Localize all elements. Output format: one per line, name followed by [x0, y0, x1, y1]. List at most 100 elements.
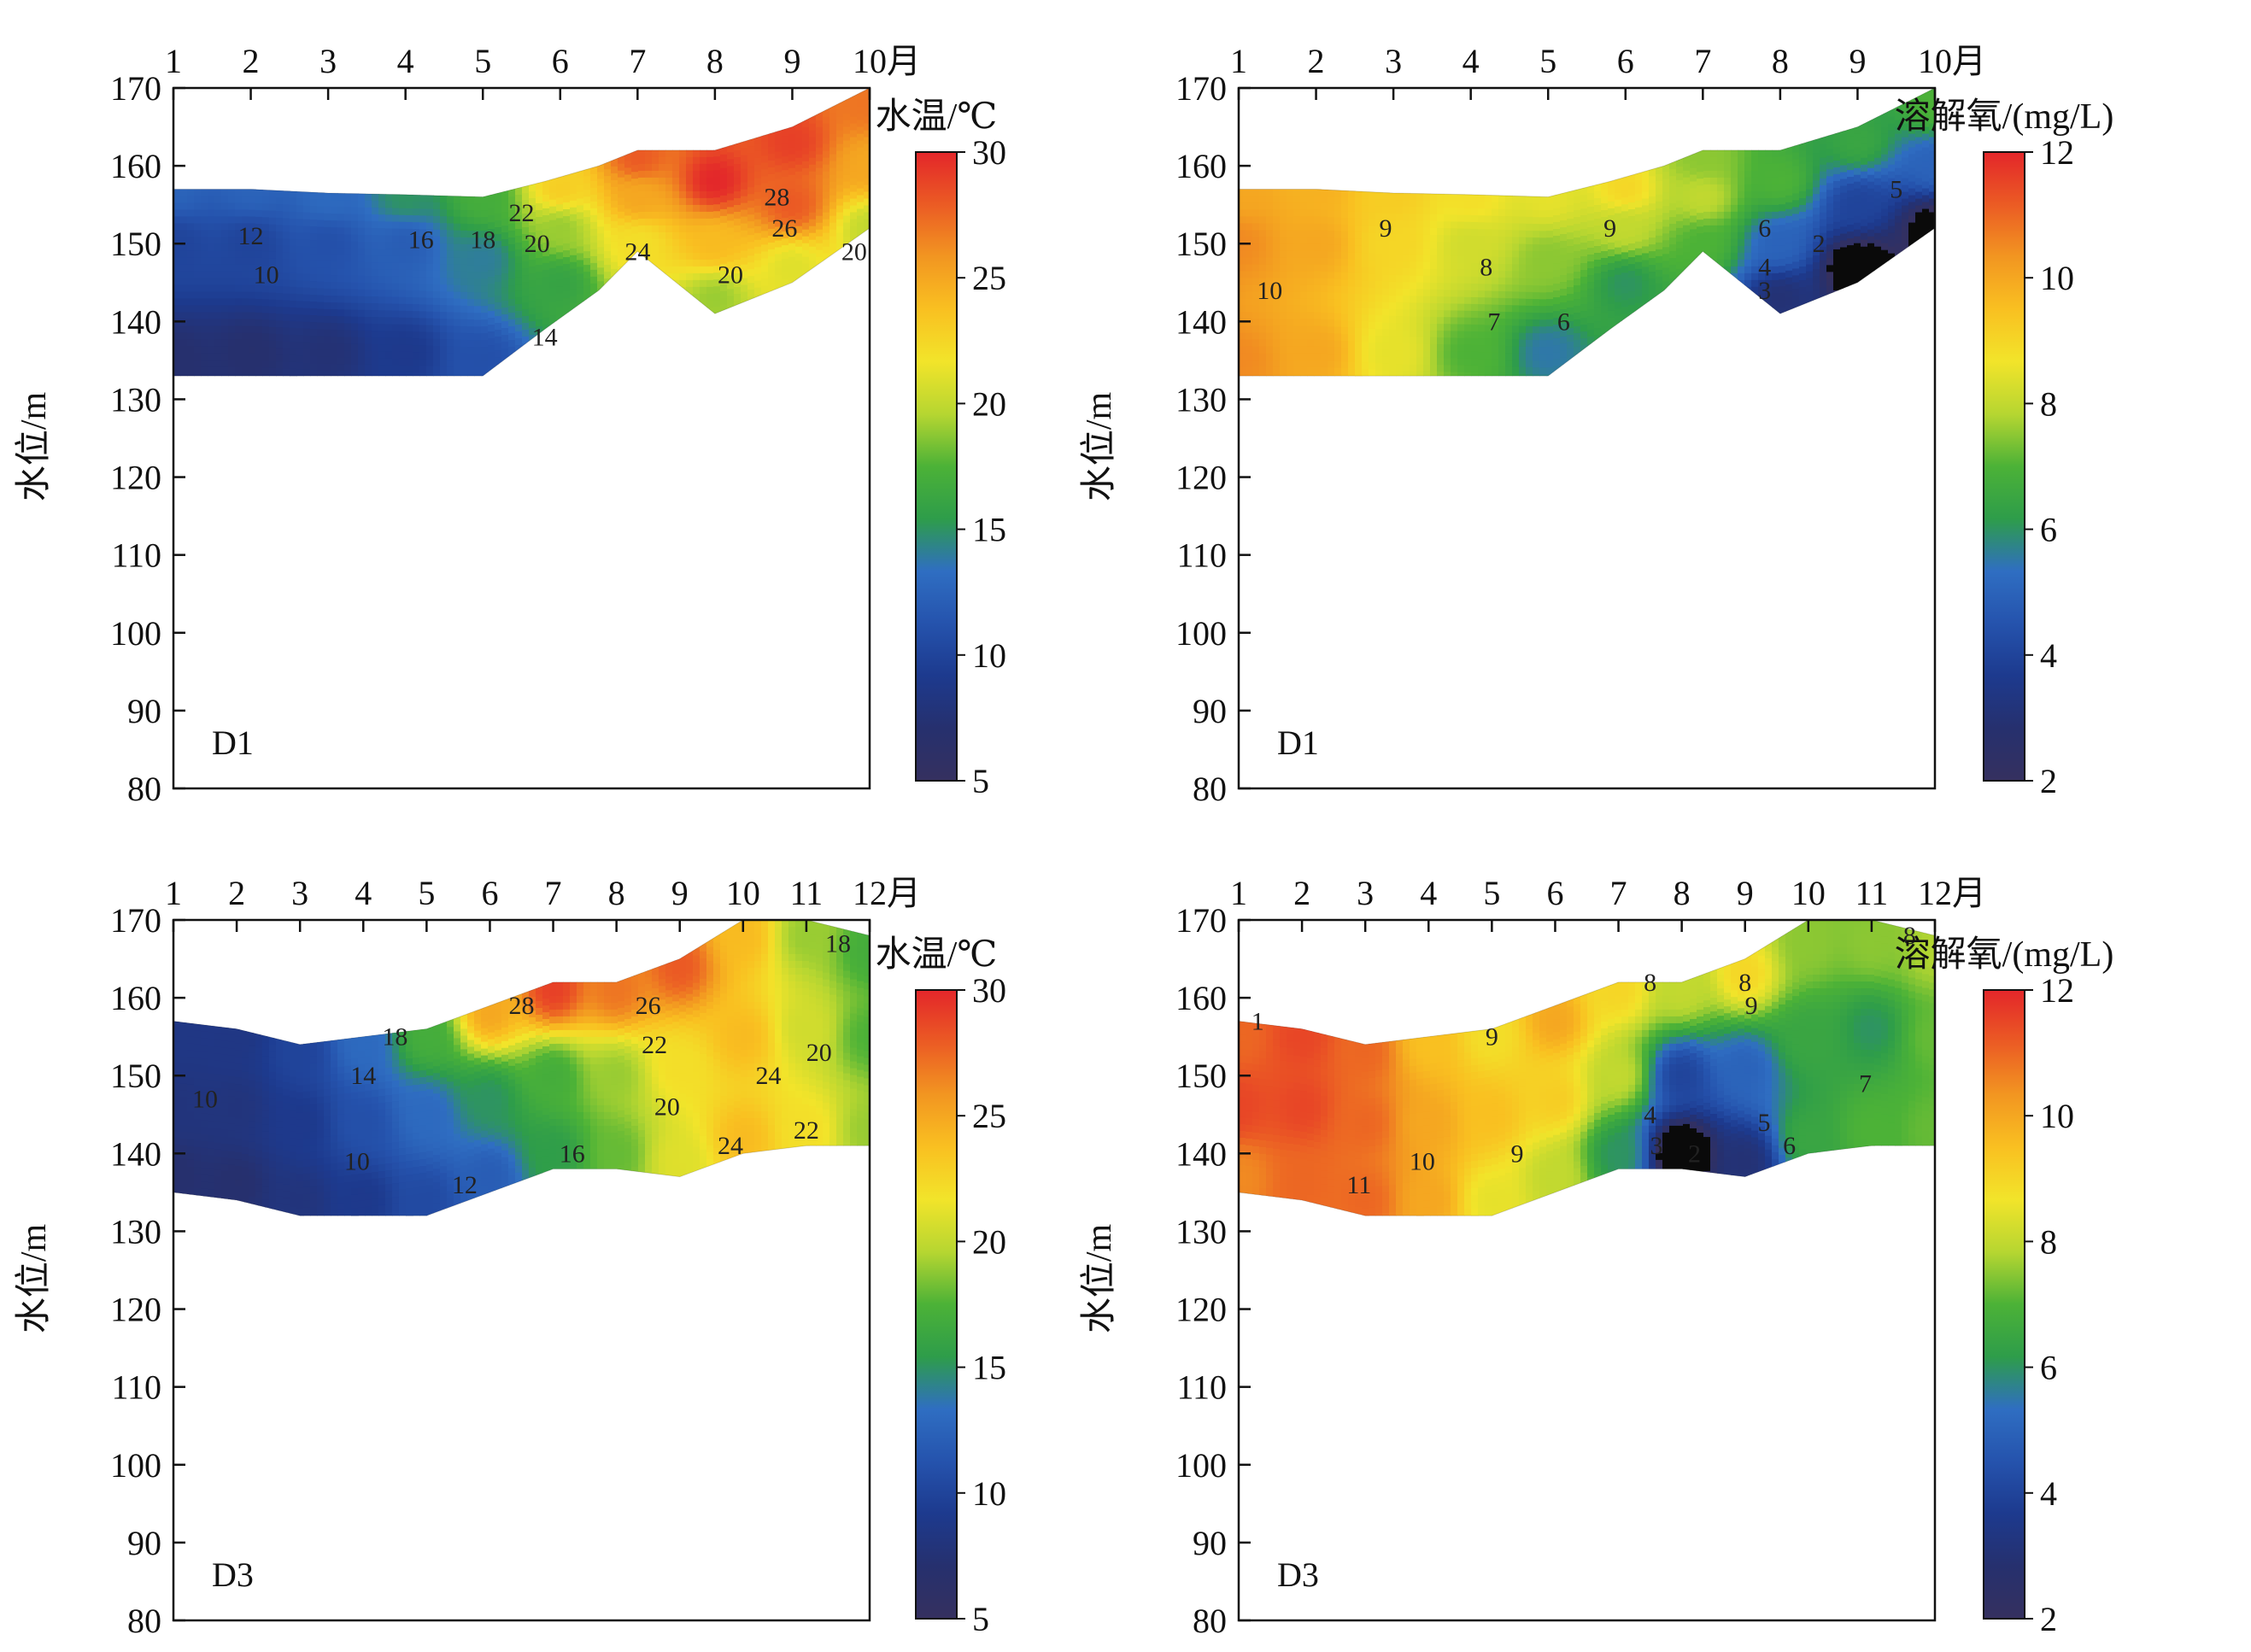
x-tick-label: 5 [1483, 874, 1500, 912]
contour-label: 14 [350, 1062, 376, 1090]
contour-label: 28 [764, 184, 789, 212]
x-tick-label: 3 [319, 42, 337, 80]
colorbar-tick-label: 30 [972, 971, 1006, 1010]
contour-label: 1 [1252, 1007, 1264, 1035]
colorbar-tick-label: 30 [972, 133, 1006, 172]
contour-label: 26 [771, 214, 797, 243]
contour-label: 16 [560, 1139, 585, 1168]
y-axis-label: 水位/m [14, 392, 54, 502]
colorbar-title: 水温/℃ [876, 97, 998, 137]
y-tick-label: 170 [1175, 901, 1227, 940]
x-tick-label: 9 [1849, 42, 1866, 80]
station-label: D1 [212, 723, 254, 762]
y-tick-label: 130 [110, 1212, 161, 1251]
y-tick-label: 120 [110, 1291, 161, 1329]
x-tick-label: 4 [1420, 874, 1437, 912]
station-label: D3 [212, 1555, 254, 1594]
y-tick-label: 130 [1175, 1212, 1227, 1251]
y-tick-label: 170 [110, 69, 161, 108]
y-tick-label: 80 [1193, 1602, 1227, 1640]
y-tick-label: 150 [110, 1057, 161, 1095]
contour-label: 12 [452, 1171, 478, 1199]
axes-frame [1237, 86, 1937, 790]
y-tick-label: 90 [127, 1524, 161, 1562]
contour-label: 10 [1257, 277, 1282, 305]
contour-label: 24 [718, 1132, 743, 1160]
x-tick-label: 9 [783, 42, 800, 80]
x-unit-label: 月 [1952, 874, 1986, 912]
contour-label: 2 [1688, 1139, 1701, 1168]
colorbar-tick-label: 20 [972, 384, 1006, 423]
colorbar-tick-label: 10 [972, 1474, 1006, 1513]
x-tick-label: 5 [418, 874, 435, 912]
x-tick-label: 3 [291, 874, 308, 912]
contour-label: 5 [1757, 1109, 1770, 1137]
axes-frame [172, 86, 871, 790]
contour-label: 4 [1644, 1101, 1656, 1129]
x-tick-label: 9 [671, 874, 689, 912]
heatmap-field [1239, 88, 1935, 377]
station-label: D1 [1277, 723, 1319, 762]
contour-label: 20 [806, 1039, 832, 1067]
y-axis-label: 水位/m [1079, 392, 1119, 502]
contour-label: 18 [825, 929, 851, 958]
x-tick-label: 6 [1617, 42, 1634, 80]
colorbar-tick-label: 25 [972, 259, 1006, 297]
y-tick-label: 90 [127, 692, 161, 730]
x-tick-label: 1 [1230, 42, 1247, 80]
heatmap-field [173, 920, 870, 1216]
contour-label: 6 [1783, 1132, 1796, 1160]
contour-label: 24 [755, 1062, 781, 1090]
y-tick-label: 110 [111, 1368, 161, 1407]
y-tick-label: 100 [110, 614, 161, 653]
y-tick-label: 120 [110, 459, 161, 497]
colorbar-tick-label: 6 [2040, 511, 2057, 549]
contour-label: 9 [1603, 214, 1616, 243]
y-tick-label: 140 [1175, 302, 1227, 341]
contour-label: 8 [1738, 969, 1751, 997]
contour-label: 26 [636, 992, 661, 1020]
x-tick-label: 1 [165, 874, 182, 912]
colorbar-tick-label: 20 [972, 1222, 1006, 1261]
x-tick-label: 5 [1539, 42, 1556, 80]
y-tick-label: 140 [1175, 1134, 1227, 1173]
contour-label: 5 [1890, 175, 1902, 203]
y-tick-label: 130 [1175, 380, 1227, 419]
contour-label: 12 [238, 222, 264, 250]
station-label: D3 [1277, 1555, 1319, 1594]
colorbar-tick-label: 12 [2040, 971, 2074, 1010]
contour-label: 16 [408, 226, 434, 255]
colorbar-title: 溶解氧/(mg/L) [1895, 97, 2114, 137]
contour-label: 6 [1758, 214, 1771, 243]
x-tick-label: 7 [629, 42, 646, 80]
x-tick-label: 6 [552, 42, 569, 80]
y-tick-label: 110 [1176, 1368, 1227, 1407]
contour-label: 20 [841, 237, 867, 266]
x-tick-label: 8 [706, 42, 724, 80]
x-tick-label: 7 [1610, 874, 1627, 912]
contour-label: 7 [1859, 1069, 1872, 1098]
x-tick-label: 2 [228, 874, 245, 912]
y-tick-label: 160 [1175, 147, 1227, 185]
x-tick-label: 9 [1737, 874, 1754, 912]
colorbar-tick-label: 8 [2040, 1222, 2057, 1261]
x-unit-label: 月 [887, 42, 921, 80]
colorbar [915, 989, 958, 1620]
y-tick-label: 120 [1175, 1291, 1227, 1329]
colorbar-tick-label: 25 [972, 1097, 1006, 1135]
contour-label: 18 [382, 1023, 407, 1052]
colorbar-tick-label: 5 [972, 1600, 989, 1638]
y-tick-label: 170 [110, 901, 161, 940]
y-tick-label: 160 [1175, 979, 1227, 1017]
y-tick-label: 100 [1175, 614, 1227, 653]
y-tick-label: 80 [1193, 770, 1227, 808]
y-tick-label: 150 [1175, 1057, 1227, 1095]
colorbar-tick-label: 4 [2040, 636, 2057, 675]
y-tick-label: 100 [1175, 1446, 1227, 1485]
contour-label: 9 [1380, 214, 1392, 243]
